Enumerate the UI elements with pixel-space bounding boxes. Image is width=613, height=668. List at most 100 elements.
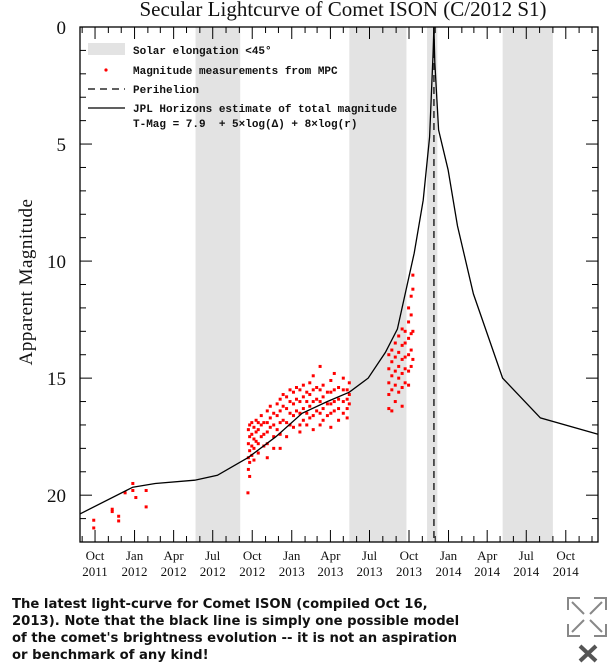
y-tick-label: 0 [57,18,67,39]
measurement-point [411,287,415,291]
x-tick-label-month: Jul [519,548,535,563]
measurement-point [315,386,319,389]
legend-elongation: Solar elongation <45° [133,46,272,58]
x-tick-label-month: Jul [362,548,378,563]
measurement-point [294,397,298,401]
measurement-point [411,329,415,333]
measurement-point [248,460,252,464]
measurement-point [265,430,269,434]
measurement-point [278,409,282,413]
measurement-point [347,402,351,406]
elongation-band [195,27,241,542]
x-tick-label-year: 2013 [317,564,343,579]
measurement-point [341,400,345,404]
measurement-point [329,390,333,394]
elongation-bands [195,27,553,542]
measurement-point [329,378,333,382]
legend-measurement-dot [104,68,108,72]
elongation-band [502,27,553,542]
x-tick-label-month: Oct [400,548,419,563]
close-x-icon[interactable] [577,644,599,663]
x-tick-labels: Oct2011Jan2012Apr2012Jul2012Oct2012Jan20… [82,548,579,579]
measurement-point [397,364,401,368]
measurement-point [407,306,411,310]
measurement-point [301,395,305,399]
measurement-point [409,294,413,298]
measurement-point [318,411,322,415]
measurement-point [123,491,127,495]
x-tick-label-month: Oct [243,548,262,563]
measurement-point [252,425,256,429]
measurement-point [246,428,250,432]
measurement-point [298,400,302,404]
measurement-point [393,383,397,387]
measurement-point [397,376,401,380]
measurement-point [254,439,258,443]
measurement-point [332,400,336,404]
measurement-point [268,425,272,429]
measurement-point [305,411,309,415]
x-tick-label-month: Jul [205,548,221,563]
measurement-point [337,418,341,422]
expand-arrows-icon[interactable] [566,596,608,638]
measurement-point [321,407,325,411]
y-tick-label: 10 [47,252,66,273]
measurement-point [315,409,319,413]
measurement-point [403,329,407,333]
measurement-point [272,423,276,427]
measurement-point [110,510,114,514]
measurement-point [390,388,394,392]
measurement-point [390,348,394,352]
measurement-point [250,432,254,436]
measurement-point [409,364,413,368]
x-tick-label-year: 2014 [436,564,463,579]
measurement-point [305,423,309,427]
x-tick-label-month: Oct [556,548,575,563]
measurement-point [318,400,322,404]
figure-caption: The latest light-curve for Comet ISON (c… [12,597,460,663]
measurement-point [387,407,391,411]
x-tick-label-year: 2013 [396,564,422,579]
measurement-point [285,435,289,439]
measurement-point [144,489,148,492]
measurement-point [400,327,404,331]
measurement-point [341,376,345,380]
measurement-point [285,407,289,411]
measurement-point [281,418,285,422]
measurement-point [246,467,250,471]
elongation-band [427,27,438,542]
measurement-point [278,446,282,450]
measurement-point [315,397,319,401]
measurement-point [409,313,413,317]
measurement-point [294,386,298,389]
measurement-point [298,430,302,434]
measurement-point [259,414,263,418]
measurement-point [268,404,272,408]
measurement-point [275,428,279,432]
measurement-point [390,409,394,413]
x-tick-label-month: Jan [440,548,458,563]
measurement-point [272,435,276,439]
measurement-point [248,435,252,439]
measurement-point [275,402,279,406]
x-tick-label-year: 2011 [82,564,108,579]
measurement-point [400,357,404,361]
measurement-point [407,353,411,357]
legend-elongation-swatch [88,43,125,55]
measurement-point [393,355,397,359]
measurement-point [387,353,391,357]
measurement-point [291,390,295,394]
measurement-point [390,374,394,378]
measurement-point [337,407,341,411]
y-axis-label: Apparent Magnitude [16,199,37,366]
measurement-point [329,411,333,415]
measurement-point [341,411,345,415]
measurement-point [387,393,391,397]
x-tick-label-year: 2013 [279,564,305,579]
measurement-point [311,400,315,404]
measurement-point [288,400,292,404]
measurement-point [321,395,325,399]
measurement-point [393,341,397,345]
measurement-point [407,320,411,324]
measurement-point [262,432,266,436]
